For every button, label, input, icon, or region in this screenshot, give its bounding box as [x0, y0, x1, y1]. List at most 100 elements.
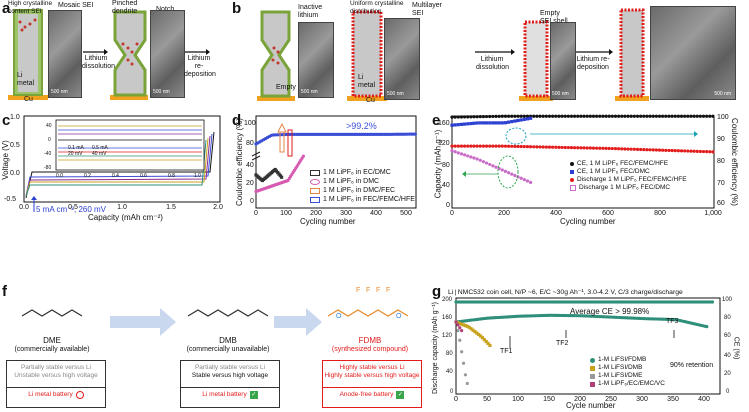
data-point	[481, 114, 486, 119]
data-point	[591, 114, 596, 118]
data-point	[547, 145, 552, 149]
data-point	[462, 122, 467, 126]
box-row: Partially stable versus Li	[20, 364, 92, 371]
data-point	[676, 149, 680, 153]
data-point	[459, 115, 464, 119]
panel-label-b: b	[232, 0, 242, 17]
data-point	[466, 122, 470, 126]
data-point	[413, 132, 417, 136]
label-li-metal-a: Li metal	[17, 72, 35, 87]
inset-xtick: 0.2	[84, 173, 91, 179]
data-point	[698, 114, 702, 118]
scale-label: 500 nm	[387, 91, 404, 97]
molecule-fdmb	[327, 309, 409, 317]
data-point	[456, 115, 460, 119]
tem-image-b2: 500 nm	[384, 18, 420, 100]
data-point	[538, 145, 542, 149]
data-point	[711, 150, 715, 154]
y-tick: 160	[442, 315, 453, 321]
data-point	[450, 115, 454, 119]
data-point	[667, 148, 671, 153]
data-point	[453, 123, 457, 127]
data-point	[484, 144, 489, 148]
data-point	[525, 179, 530, 183]
x-tick: 600	[602, 210, 614, 217]
data-point	[458, 326, 462, 330]
y-tick: 90	[717, 136, 725, 143]
chart-g-header: Li | NMC532 coin cell, N/P ~6, E/C ~30g …	[448, 289, 683, 296]
tem-image-b1: 500 nm	[298, 22, 334, 98]
cu-substrate-2	[110, 95, 148, 100]
data-point	[563, 145, 567, 150]
data-point	[544, 114, 548, 118]
legend-label: 1-M LiFSI/DMB	[598, 364, 643, 371]
data-point	[481, 121, 486, 125]
data-point	[632, 147, 636, 151]
tem-image-b3: 500 nm	[550, 22, 576, 100]
data-point	[453, 150, 457, 154]
label-inactive-li: Inactive lithium	[298, 4, 323, 19]
data-point	[591, 146, 596, 150]
label-pinched-dendrite: Pinched dendrite	[112, 0, 138, 15]
legend-label: Discharge 1 M LiPF₆ FEC/FEMC/HFE	[577, 176, 687, 183]
data-point	[475, 121, 479, 125]
x-tick: 1.0	[117, 204, 127, 211]
panel-label-d: d	[232, 112, 242, 129]
data-point	[629, 114, 633, 118]
chart-d-ylabel: Coulombic efficiency (%)	[234, 118, 244, 206]
data-point	[472, 115, 476, 119]
data-point	[535, 145, 539, 149]
legend-label: 1 M LiPF₆ in FEC/FEMC/HFE	[323, 195, 415, 203]
y-tick: 40	[442, 182, 450, 189]
x-tick: 100	[280, 210, 292, 217]
x-tick: 0	[454, 396, 458, 403]
data-point	[617, 114, 621, 118]
legend-label: 1-M LiPF₆/EC/EMC/VC	[598, 380, 665, 387]
data-point	[491, 164, 495, 168]
data-point	[519, 144, 523, 149]
data-point	[503, 121, 508, 125]
data-point	[478, 121, 482, 125]
data-point	[557, 145, 561, 149]
data-point	[467, 325, 471, 329]
data-point	[617, 147, 621, 151]
box-outcome: Li metal battery	[202, 391, 247, 398]
data-point	[466, 154, 470, 158]
data-point	[648, 114, 652, 118]
tem-image-a1: 500 nm	[48, 10, 82, 98]
data-point	[456, 329, 460, 333]
data-point	[482, 338, 486, 342]
legend-item: Discharge 1 M LiPF₆ FEC/DMC	[570, 184, 687, 192]
legend-label: 1 M LiPF₆ in EC/DMC	[323, 168, 391, 176]
y-tick: 120	[438, 140, 450, 147]
data-point	[500, 121, 504, 125]
chart-g-legend: 1-M LiFSI/FDMB 1-M LiFSI/DMB 1-M LiFSI/D…	[590, 356, 665, 388]
data-point	[472, 156, 476, 160]
data-point	[569, 146, 574, 150]
data-point	[654, 114, 658, 118]
data-point	[664, 114, 668, 118]
scale-label: 500 nm	[714, 91, 731, 97]
data-point	[475, 115, 479, 119]
data-point	[463, 373, 468, 377]
data-point	[463, 324, 468, 328]
legend-item: Discharge 1 M LiPF₆ FEC/FEMC/HFE	[570, 176, 687, 184]
data-point	[673, 114, 677, 118]
inset-ytick: -40	[44, 151, 52, 157]
data-point	[613, 147, 618, 151]
data-point	[460, 322, 464, 326]
inset-xtick: 0.6	[140, 173, 147, 179]
x-tick: 200	[498, 210, 510, 217]
data-point	[683, 149, 687, 153]
data-point	[585, 146, 589, 150]
data-point	[481, 144, 486, 148]
legend-marker	[570, 178, 574, 182]
data-point	[554, 145, 558, 149]
check-icon: ✓	[249, 391, 258, 399]
data-point	[469, 327, 473, 331]
data-point	[510, 144, 514, 148]
legend-item: 1-M LiPF₆/EC/EMC/VC	[590, 380, 665, 388]
legend-marker	[570, 185, 576, 191]
data-point	[689, 149, 693, 153]
label-high-crystalline-sei: High crystalline content SEI	[8, 0, 53, 15]
